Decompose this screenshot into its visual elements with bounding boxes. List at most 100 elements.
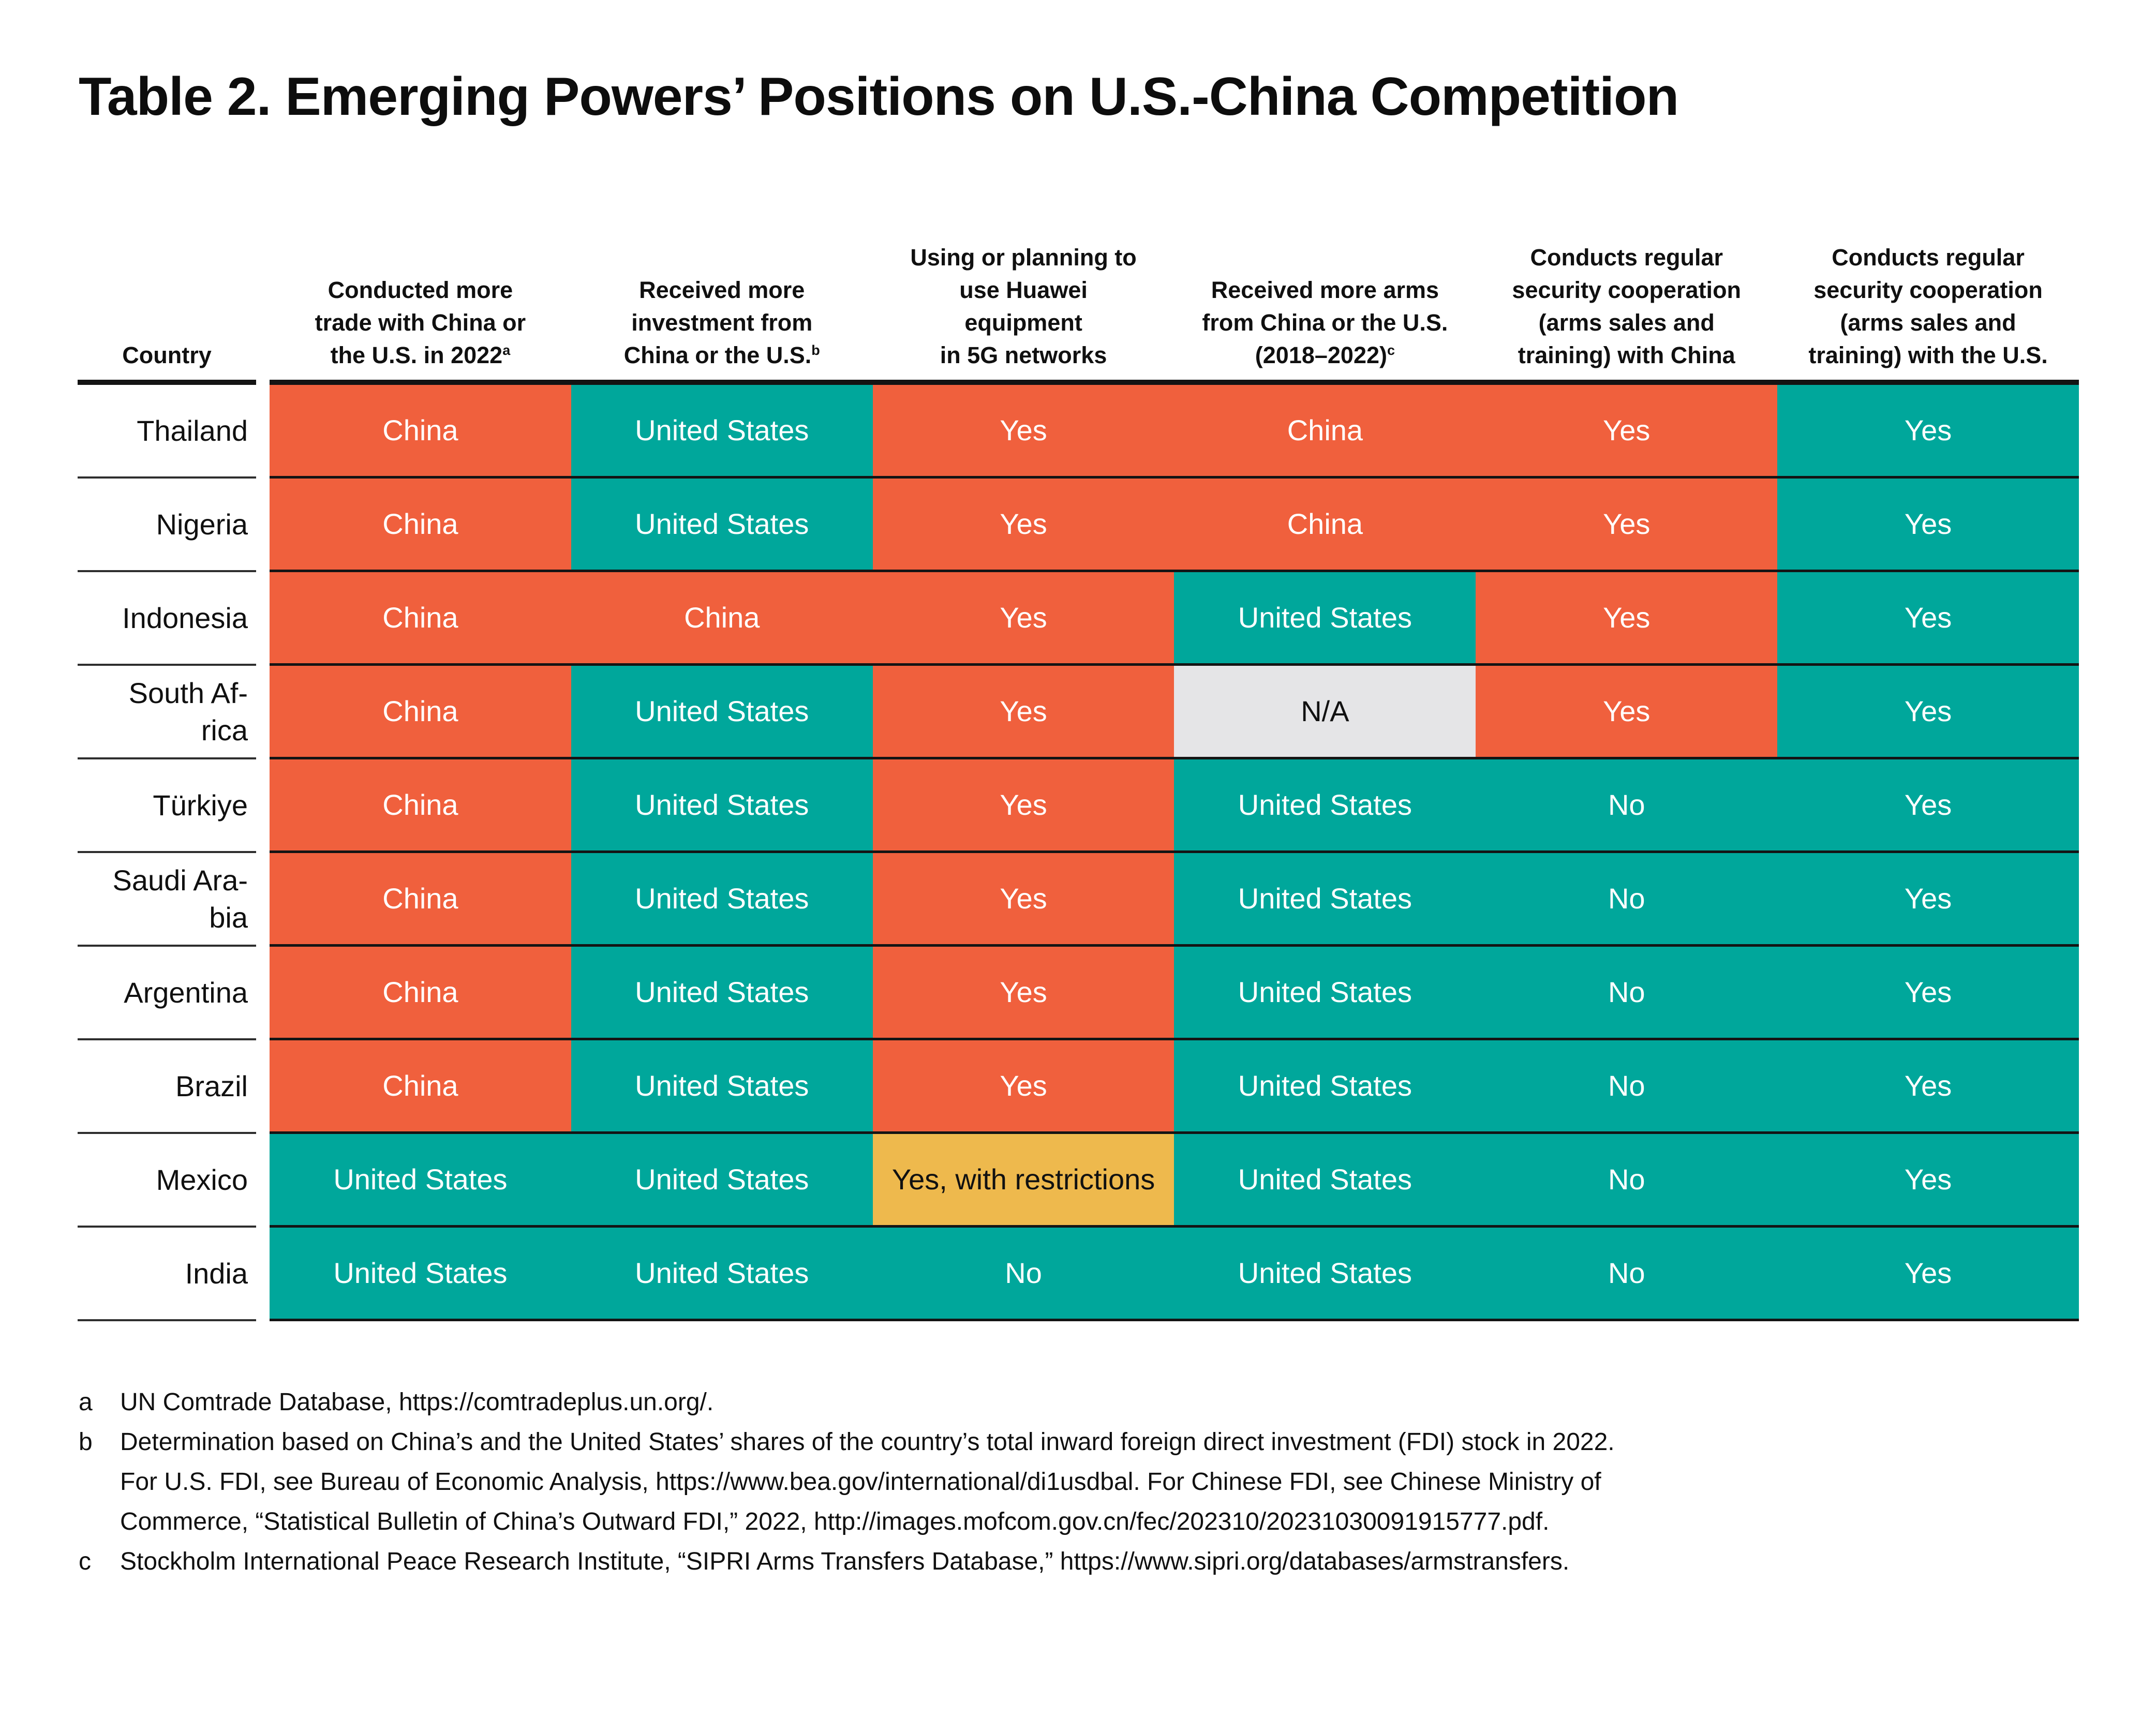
table-cell-brazil-investment: United States [571,1040,873,1134]
table-cell-nigeria-huawei: Yes [872,479,1174,572]
column-header-line: from China or the U.S. [1202,309,1448,336]
header-gutter [256,234,270,385]
table-row-india: India United States United States No United … [78,1228,2079,1321]
row-label-indonesia: Indonesia [78,572,256,666]
table-cell-saudi-arabia-investment: United States [571,853,873,947]
row-gutter [256,385,270,479]
table-row-indonesia: Indonesia China China Yes United States Yes Ye… [78,572,2079,666]
column-header-line: Conducts regular [1832,244,2025,271]
table-cell-nigeria-trade: China [270,479,571,572]
table-row-nigeria: Nigeria China United States Yes China Yes Yes [78,479,2079,572]
footnote-marker: c [79,1548,91,1575]
footnote-marker: a [79,1388,93,1416]
column-header-line: the U.S. in 2022a [330,342,511,368]
table-cell-argentina-trade: China [270,947,571,1040]
row-gutter [256,1134,270,1228]
table-cell-south-africa-investment: United States [571,666,873,759]
row-gutter [256,572,270,666]
row-label-india: India [78,1228,256,1321]
footnote-a: a UN Comtrade Database, https://comtradep… [79,1382,2128,1422]
table-cell-brazil-arms: United States [1174,1040,1476,1134]
column-header-line: Country [122,342,212,368]
footnote-line: Determination based on China’s and the U… [120,1428,1615,1456]
table-cell-turkiye-arms: United States [1174,759,1476,853]
footnote-line: Stockholm International Peace Research I… [120,1548,1570,1575]
column-header-line: trade with China or [315,309,526,336]
table-header-row: Country Conducted more trade with China or… [78,234,2079,385]
table-cell-thailand-security-china: Yes [1476,385,1778,479]
table-cell-south-africa-huawei: Yes [872,666,1174,759]
table-cell-saudi-arabia-arms: United States [1174,853,1476,947]
table-cell-indonesia-trade: China [270,572,571,666]
column-header-line: use Huawei [959,277,1088,303]
row-label-line: Indonesia [122,601,248,634]
column-header-line: Conducts regular [1530,244,1723,271]
table-cell-india-investment: United States [571,1228,873,1321]
column-header-security-china: Conducts regular security cooperation (arm… [1476,234,1778,385]
footnotes: a UN Comtrade Database, https://comtradep… [79,1382,2128,1581]
column-header-line: Conducted more [328,277,513,303]
column-header-arms: Received more arms from China or the U.S.… [1174,234,1476,385]
table-row-brazil: Brazil China United States Yes United States… [78,1040,2079,1134]
row-label-line: Brazil [175,1069,248,1102]
table-cell-brazil-huawei: Yes [872,1040,1174,1134]
footnote-text: UN Comtrade Database, https://comtradepl… [120,1382,2128,1422]
table-row-south-africa: South Af-rica China United States Yes N/A Yes… [78,666,2079,759]
footnote-text: Stockholm International Peace Research I… [120,1542,2128,1581]
table-cell-mexico-huawei: Yes, with restrictions [872,1134,1174,1228]
row-label-line: South Af- [128,676,248,709]
row-label-mexico: Mexico [78,1134,256,1228]
table-cell-indonesia-huawei: Yes [872,572,1174,666]
table-cell-nigeria-security-us: Yes [1777,479,2079,572]
row-label-line: rica [201,713,248,746]
column-header-line: (arms sales and [1840,309,2016,336]
column-header-trade: Conducted more trade with China or the U.S… [270,234,571,385]
table-cell-indonesia-investment: China [571,572,873,666]
table-cell-india-huawei: No [872,1228,1174,1321]
footnote-line: Commerce, “Statistical Bulletin of China… [120,1508,1550,1535]
row-gutter [256,666,270,759]
row-label-line: Thailand [137,414,248,447]
column-header-line: (arms sales and [1538,309,1715,336]
footnote-b: b Determination based on China’s and the … [79,1422,2128,1542]
table-cell-turkiye-trade: China [270,759,571,853]
table-cell-thailand-arms: China [1174,385,1476,479]
row-label-saudi-arabia: Saudi Ara-bia [78,853,256,947]
row-gutter [256,853,270,947]
table-row-argentina: Argentina China United States Yes United Sta… [78,947,2079,1040]
table-cell-nigeria-security-china: Yes [1476,479,1778,572]
table-cell-argentina-investment: United States [571,947,873,1040]
table-cell-saudi-arabia-trade: China [270,853,571,947]
table-cell-thailand-huawei: Yes [872,385,1174,479]
page-title: Table 2. Emerging Powers’ Positions on U… [79,67,1679,127]
table-cell-south-africa-arms: N/A [1174,666,1476,759]
row-label-line: Nigeria [156,507,248,541]
table-cell-india-trade: United States [270,1228,571,1321]
table-cell-argentina-arms: United States [1174,947,1476,1040]
row-label-line: Mexico [156,1163,248,1196]
table-cell-saudi-arabia-security-us: Yes [1777,853,2079,947]
table-cell-nigeria-investment: United States [571,479,873,572]
table-cell-south-africa-security-us: Yes [1777,666,2079,759]
table-cell-india-security-china: No [1476,1228,1778,1321]
footnote-c: c Stockholm International Peace Research … [79,1542,2128,1581]
table-cell-nigeria-arms: China [1174,479,1476,572]
table-cell-mexico-arms: United States [1174,1134,1476,1228]
footnote-marker: b [79,1428,93,1456]
column-header-line: China or the U.S.b [623,342,820,368]
table-row-saudi-arabia: Saudi Ara-bia China United States Yes United… [78,853,2079,947]
row-label-line: Argentina [124,976,248,1009]
column-header-line: in 5G networks [940,342,1107,368]
table-cell-argentina-security-china: No [1476,947,1778,1040]
table-row-thailand: Thailand China United States Yes China Yes Yes [78,385,2079,479]
column-header-security-us: Conducts regular security cooperation (arm… [1777,234,2079,385]
table-cell-saudi-arabia-huawei: Yes [872,853,1174,947]
row-gutter [256,947,270,1040]
positions-table: Country Conducted more trade with China or… [78,234,2079,1321]
table-row-turkiye: Türkiye China United States Yes United State… [78,759,2079,853]
column-header-investment: Received more investment from China or the… [571,234,873,385]
row-gutter [256,1228,270,1321]
footnote-text: Determination based on China’s and the U… [120,1422,2128,1542]
column-header-huawei: Using or planning to use Huawei equipment i… [872,234,1174,385]
